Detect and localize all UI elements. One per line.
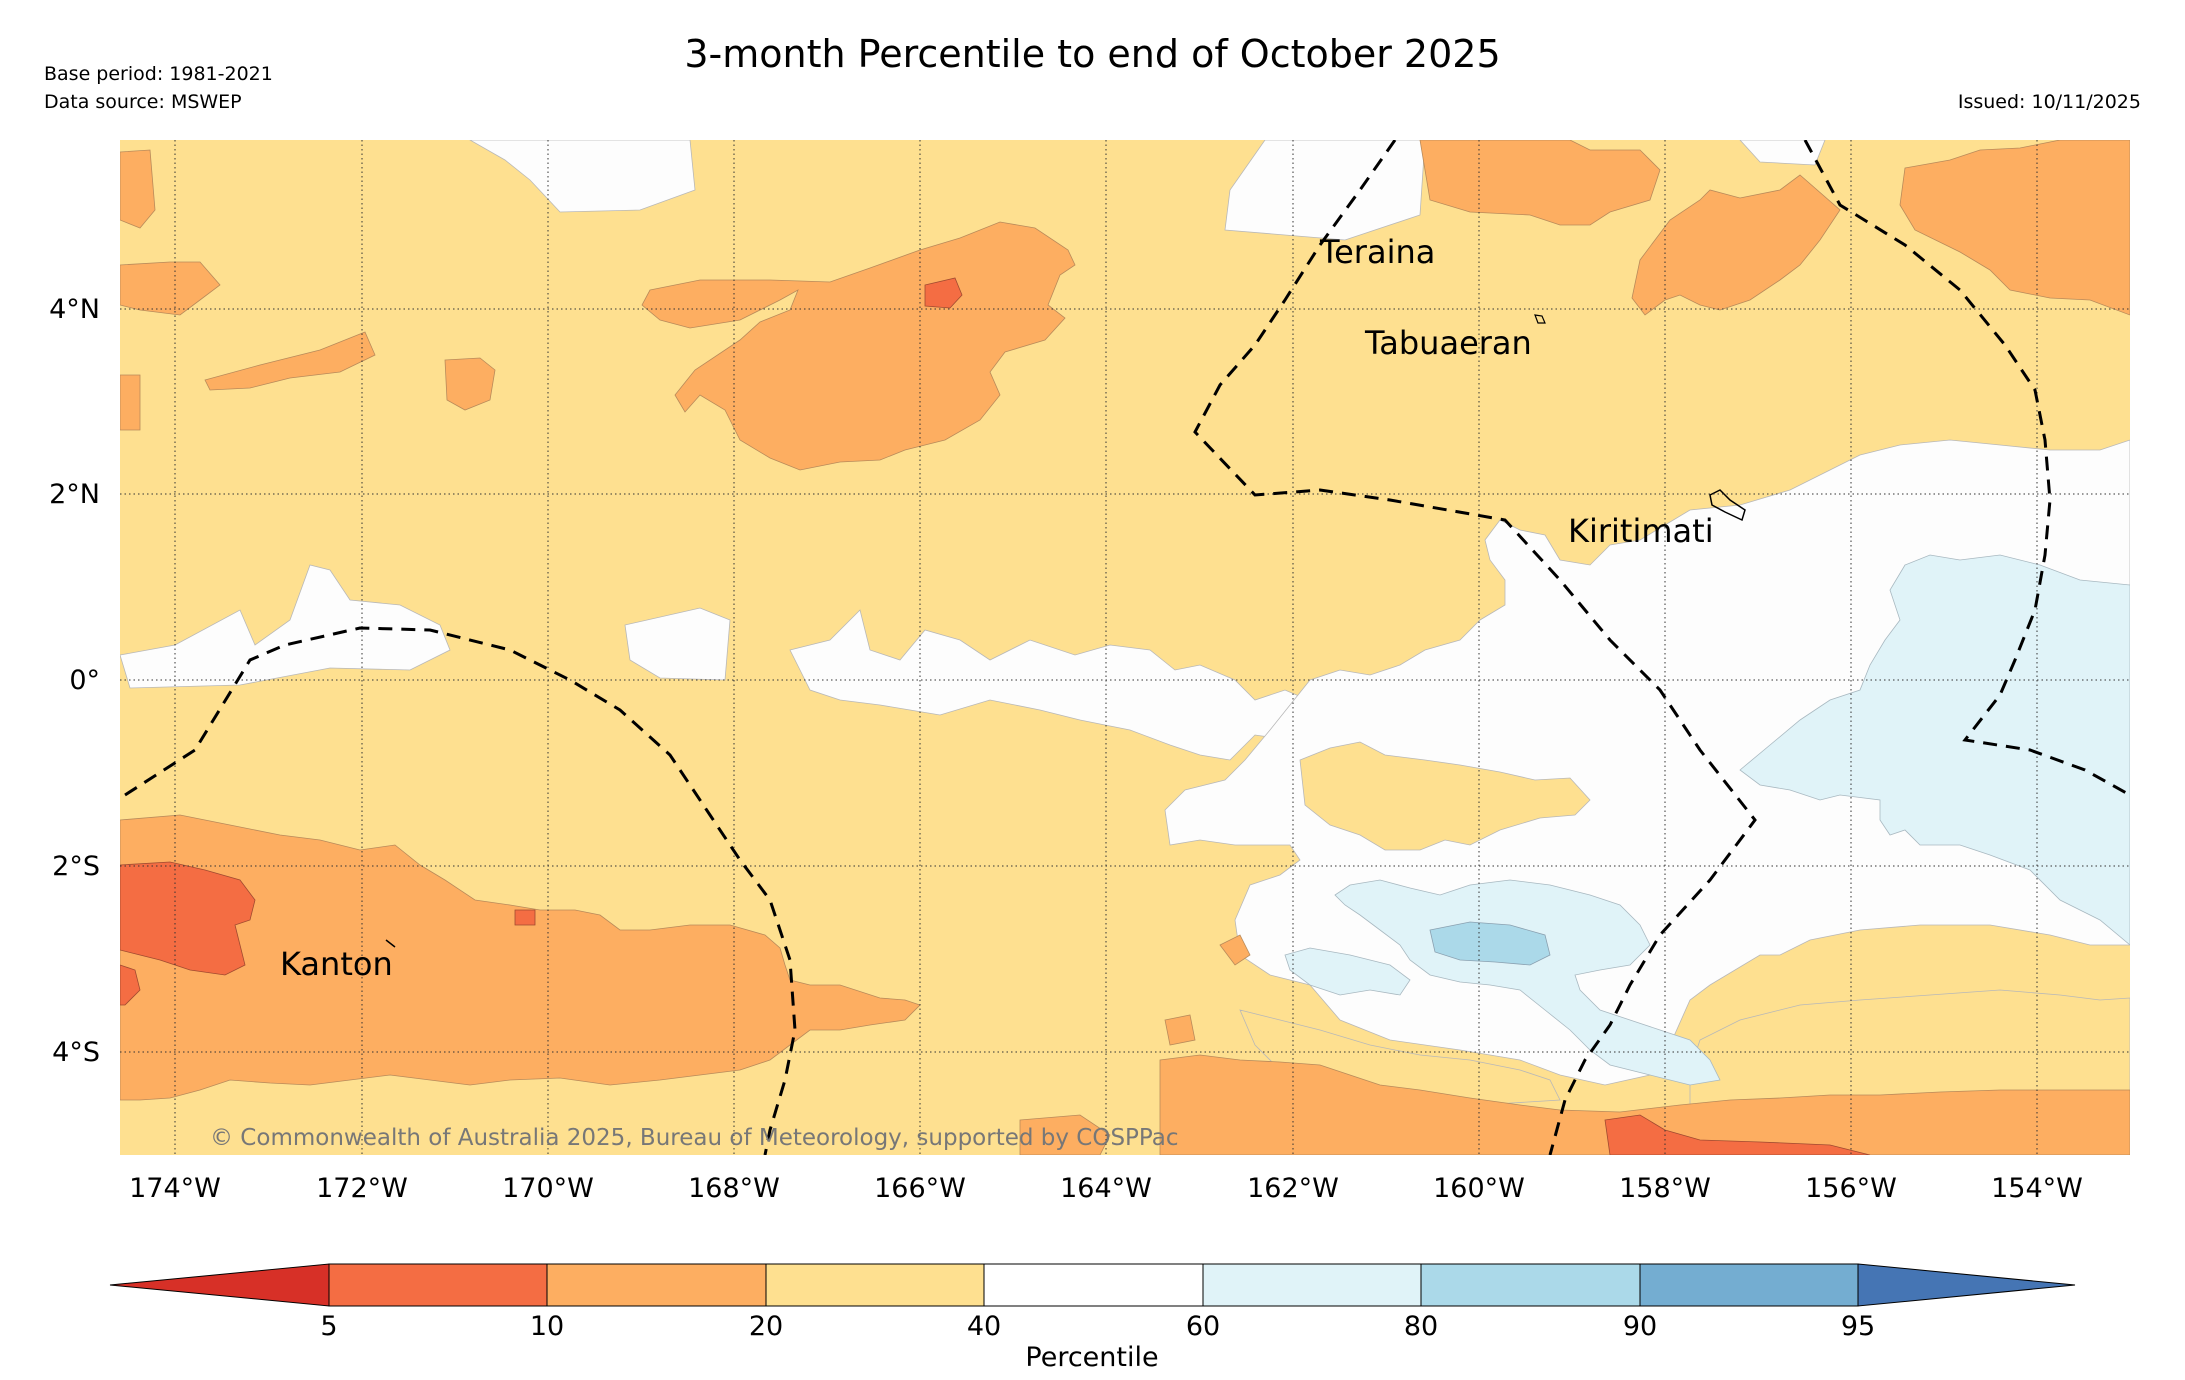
colorbar-ticks: 5 10 20 40 60 80 90 95: [320, 1311, 1875, 1342]
orange-patch: [1164, 1014, 1196, 1046]
red-patch: [120, 964, 141, 1006]
red-patch: [120, 861, 256, 976]
colorbar-label: Percentile: [1025, 1342, 1158, 1373]
red-patch: [1604, 1114, 1871, 1155]
base-period-text: Base period: 1981-2021: [44, 63, 273, 85]
orange-patch: [641, 221, 1076, 471]
lon-tick-label: 164°W: [1060, 1173, 1152, 1204]
colorbar-tick-label: 5: [320, 1311, 337, 1342]
colorbar-segment-90-95: [1639, 1263, 1859, 1307]
lon-tick-label: 162°W: [1247, 1173, 1339, 1204]
yellow-island: [1299, 741, 1591, 851]
percentile-5-10-regions: [120, 277, 1871, 1155]
red-patch: [924, 277, 963, 309]
latitude-axis: 4°N 2°N 0° 2°S 4°S: [49, 294, 100, 1068]
lightblue-patch: [1739, 554, 2130, 946]
lon-tick-label: 156°W: [1805, 1173, 1897, 1204]
lat-tick-label: 0°: [69, 665, 100, 696]
white-patch: [1739, 140, 1826, 166]
orange-patch: [204, 331, 376, 391]
lon-tick-label: 158°W: [1619, 1173, 1711, 1204]
orange-patch: [1899, 140, 2130, 316]
colorbar-segment-80-90: [1420, 1263, 1641, 1307]
map-title: 3-month Percentile to end of October 202…: [684, 32, 1501, 76]
orange-patch: [1631, 174, 1841, 316]
orange-patch: [1419, 140, 1661, 226]
colorbar-tick-label: 40: [967, 1311, 1001, 1342]
lon-tick-label: 160°W: [1433, 1173, 1525, 1204]
lon-tick-label: 168°W: [688, 1173, 780, 1204]
colorbar-segment-60-80: [1202, 1263, 1422, 1307]
place-label-kiritimati: Kiritimati: [1568, 512, 1714, 550]
orange-patch: [120, 374, 141, 431]
kanton-eez-line: [124, 626, 797, 1155]
colorbar: 5 10 20 40 60 80 90 95 Percentile: [109, 1263, 2076, 1373]
colorbar-extend-high: [1857, 1263, 2076, 1307]
lat-tick-label: 4°N: [49, 294, 100, 325]
lat-tick-label: 4°S: [52, 1037, 100, 1068]
orange-patch: [1019, 1114, 1111, 1155]
copyright-notice: © Commonwealth of Australia 2025, Bureau…: [210, 1125, 1179, 1151]
red-patch: [514, 909, 536, 926]
orange-patch: [120, 261, 221, 316]
gridlines: [120, 140, 2130, 1155]
colorbar-segment-5-10: [328, 1263, 548, 1307]
orange-patch: [1219, 934, 1251, 966]
white-patch: [120, 564, 451, 689]
colorbar-tick-label: 80: [1404, 1311, 1438, 1342]
kiritimati-island-outline: [1709, 489, 1746, 522]
colorbar-extend-low: [109, 1263, 330, 1307]
orange-patch: [120, 149, 156, 229]
white-patch: [1224, 140, 1426, 241]
percentile-10-20-regions: [120, 140, 2130, 1155]
lon-tick-label: 154°W: [1991, 1173, 2083, 1204]
percentile-80-90-region: [1429, 921, 1551, 966]
colorbar-segment-10-20: [546, 1263, 767, 1307]
white-patch: [624, 607, 731, 681]
tabuaeran-island-outline: [1534, 314, 1546, 324]
lightblue-patch: [1284, 947, 1411, 996]
eez-boundaries: [124, 140, 2130, 1155]
orange-patch: [1159, 1054, 2130, 1155]
lon-tick-label: 170°W: [502, 1173, 594, 1204]
orange-patch: [120, 814, 921, 1101]
lon-tick-label: 166°W: [874, 1173, 966, 1204]
data-source-text: Data source: MSWEP: [44, 91, 242, 113]
lat-tick-label: 2°S: [52, 851, 100, 882]
longitude-axis: 174°W 172°W 170°W 168°W 166°W 164°W 162°…: [129, 1173, 2083, 1204]
issued-date-text: Issued: 10/11/2025: [1957, 91, 2141, 113]
line-islands-eez-line: [1193, 140, 1757, 1155]
orange-patch: [444, 357, 496, 411]
colorbar-segment-40-60: [983, 1263, 1204, 1307]
colorbar-segment-20-40: [765, 1263, 985, 1307]
kanton-island-outline: [385, 939, 396, 948]
colorbar-tick-label: 60: [1186, 1311, 1220, 1342]
place-label-kanton: Kanton: [280, 945, 393, 983]
map-panel: [120, 140, 2130, 1155]
white-patch: [469, 140, 696, 213]
place-label-tabuaeran: Tabuaeran: [1364, 324, 1532, 362]
lon-tick-label: 172°W: [316, 1173, 408, 1204]
line-islands-eez-line-east: [1803, 140, 2130, 797]
colorbar-tick-label: 90: [1623, 1311, 1657, 1342]
place-label-teraina: Teraina: [1319, 233, 1435, 271]
colorbar-tick-label: 20: [749, 1311, 783, 1342]
colorbar-tick-label: 10: [530, 1311, 564, 1342]
colorbar-tick-label: 95: [1841, 1311, 1875, 1342]
lat-tick-label: 2°N: [49, 479, 100, 510]
lon-tick-label: 174°W: [129, 1173, 221, 1204]
